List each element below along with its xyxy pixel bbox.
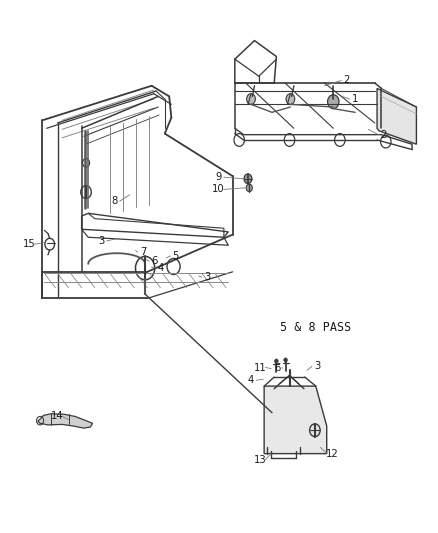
Text: 4: 4 — [247, 375, 254, 385]
Text: 5 & 8 PASS: 5 & 8 PASS — [279, 321, 350, 334]
Text: 5: 5 — [172, 251, 179, 261]
Circle shape — [246, 184, 252, 191]
Text: 2: 2 — [380, 130, 386, 140]
Polygon shape — [38, 414, 92, 428]
Text: 13: 13 — [253, 455, 265, 465]
Circle shape — [246, 94, 255, 104]
Text: 2: 2 — [343, 76, 349, 85]
Text: 1: 1 — [351, 94, 357, 104]
Circle shape — [244, 174, 251, 183]
Text: 14: 14 — [50, 411, 63, 422]
Text: 7: 7 — [139, 247, 146, 257]
Polygon shape — [376, 88, 416, 144]
Text: 6: 6 — [273, 362, 280, 373]
Text: 3: 3 — [313, 361, 319, 372]
Text: 3: 3 — [204, 272, 210, 282]
Text: 3: 3 — [98, 236, 104, 246]
Polygon shape — [264, 386, 326, 454]
Circle shape — [274, 359, 278, 364]
Circle shape — [283, 358, 287, 362]
Text: 6: 6 — [151, 256, 158, 266]
Circle shape — [286, 94, 294, 104]
Text: 11: 11 — [253, 362, 266, 373]
Text: 12: 12 — [325, 449, 338, 458]
Text: 8: 8 — [111, 196, 117, 206]
Text: 9: 9 — [215, 172, 221, 182]
Circle shape — [327, 95, 338, 109]
Text: 10: 10 — [212, 184, 224, 195]
Text: 15: 15 — [23, 239, 35, 249]
Text: 4: 4 — [157, 263, 163, 273]
